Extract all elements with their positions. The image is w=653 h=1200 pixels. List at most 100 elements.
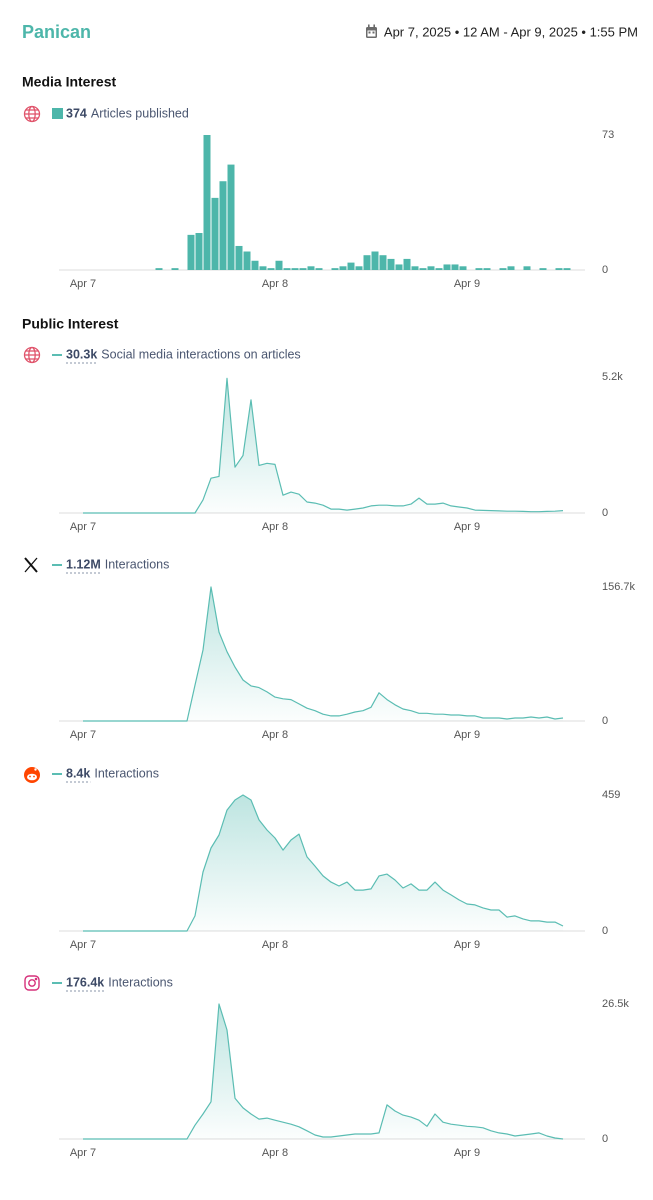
legend-total: 374 <box>66 106 87 120</box>
legend-total: 1.12M <box>66 557 101 571</box>
x-tick-label: Apr 9 <box>454 521 480 533</box>
y-tick-label: 459 <box>602 789 620 801</box>
bar <box>499 268 507 270</box>
y-tick-label: 0 <box>602 264 608 276</box>
line <box>83 1003 564 1140</box>
calendar-icon <box>366 24 377 38</box>
bar <box>243 251 251 270</box>
bar <box>363 255 371 270</box>
bar <box>283 268 291 270</box>
bar <box>275 260 283 270</box>
line <box>83 377 564 514</box>
y-tick-label: 0 <box>602 925 608 937</box>
x-tick-label: Apr 7 <box>70 521 96 533</box>
bar <box>523 266 531 270</box>
legend-total: 30.3k <box>66 347 97 361</box>
bar <box>435 268 443 270</box>
bar <box>507 266 515 270</box>
bar <box>403 258 411 270</box>
legend-label: Interactions <box>94 766 159 780</box>
bar <box>387 258 395 270</box>
bar <box>371 251 379 270</box>
bar <box>475 268 483 270</box>
bar <box>203 135 211 270</box>
x-tick-label: Apr 7 <box>70 939 96 951</box>
x-tick-label: Apr 9 <box>454 729 480 741</box>
bar <box>219 181 227 270</box>
y-tick-label: 0 <box>602 507 608 519</box>
date-range: Apr 7, 2025 • 12 AM - Apr 9, 2025 • 1:55… <box>384 24 638 39</box>
bar <box>339 266 347 270</box>
legend-label: Articles published <box>91 106 189 120</box>
y-tick-label: 0 <box>602 1133 608 1145</box>
bar <box>211 197 219 270</box>
legend-label: Social media interactions on articles <box>101 347 300 361</box>
x-tick-label: Apr 7 <box>70 729 96 741</box>
y-tick-label: 0 <box>602 715 608 727</box>
y-tick-label: 5.2k <box>602 371 623 383</box>
bar <box>307 266 315 270</box>
x-tick-label: Apr 9 <box>454 939 480 951</box>
bar <box>155 268 163 270</box>
bar <box>267 268 275 270</box>
bar <box>187 234 195 270</box>
x-tick-label: Apr 8 <box>262 521 288 533</box>
bar <box>379 255 387 270</box>
bar <box>195 233 203 270</box>
reddit-icon <box>24 767 40 783</box>
bar <box>251 260 259 270</box>
x-tick-label: Apr 8 <box>262 939 288 951</box>
bar <box>347 262 355 270</box>
x-icon <box>24 557 38 573</box>
section-title: Public Interest <box>22 316 119 332</box>
bar <box>315 268 323 270</box>
x-tick-label: Apr 9 <box>454 278 480 290</box>
legend-total: 8.4k <box>66 766 90 780</box>
x-tick-label: Apr 7 <box>70 1147 96 1159</box>
bar <box>451 264 459 270</box>
area <box>83 795 563 931</box>
line <box>83 794 564 932</box>
bar <box>419 268 427 270</box>
area <box>83 587 563 721</box>
bar <box>539 268 547 270</box>
y-tick-label: 26.5k <box>602 998 629 1010</box>
bar <box>291 268 299 270</box>
globe-icon <box>23 346 41 364</box>
x-tick-label: Apr 7 <box>70 278 96 290</box>
bar <box>299 268 307 270</box>
section-title: Media Interest <box>22 74 116 90</box>
legend-label: Interactions <box>108 975 173 989</box>
area <box>83 378 563 513</box>
line <box>83 586 564 722</box>
bar <box>395 264 403 270</box>
bar <box>459 266 467 270</box>
bar <box>427 266 435 270</box>
x-tick-label: Apr 8 <box>262 729 288 741</box>
globe-icon <box>23 105 41 123</box>
legend-total: 176.4k <box>66 975 104 989</box>
bar <box>555 268 563 270</box>
brand: Panican <box>22 22 91 42</box>
bar <box>331 268 339 270</box>
legend-label: Interactions <box>105 557 170 571</box>
bar <box>443 264 451 270</box>
bar <box>235 245 243 270</box>
bar <box>227 164 235 270</box>
x-tick-label: Apr 8 <box>262 1147 288 1159</box>
y-tick-label: 156.7k <box>602 581 636 593</box>
x-tick-label: Apr 8 <box>262 278 288 290</box>
bar <box>355 266 363 270</box>
bar <box>483 268 491 270</box>
bar <box>171 268 179 270</box>
bar <box>411 266 419 270</box>
legend-swatch <box>52 108 63 119</box>
bar <box>563 268 571 270</box>
x-tick-label: Apr 9 <box>454 1147 480 1159</box>
area <box>83 1004 563 1139</box>
bar <box>259 266 267 270</box>
y-tick-label: 73 <box>602 129 614 141</box>
instagram-icon <box>24 975 40 991</box>
